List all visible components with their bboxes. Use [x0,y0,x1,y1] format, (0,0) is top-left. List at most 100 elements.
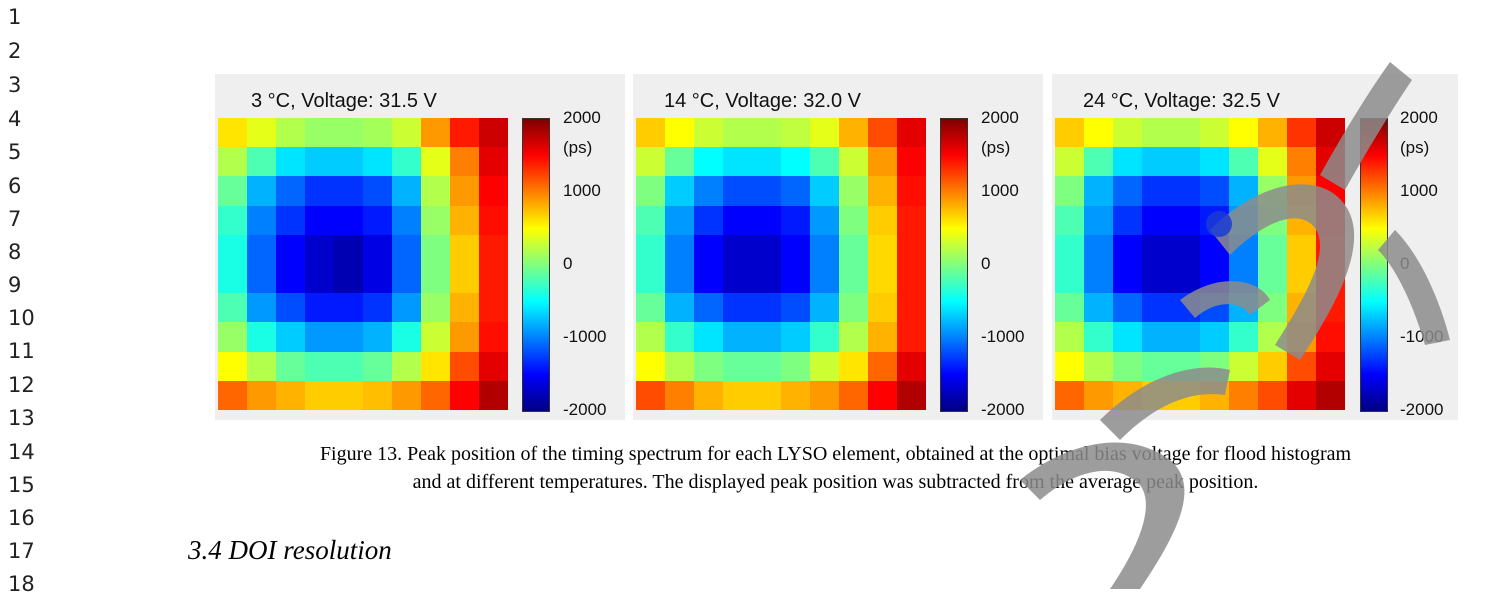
heatmap-cell [1055,380,1084,410]
heatmap-cell [1142,322,1171,352]
line-number: 15 [8,473,35,497]
heatmap-cell [1287,176,1316,206]
heatmap-cell [479,293,508,323]
heatmap-cell [421,147,450,177]
heatmap-cell [247,293,276,323]
heatmap-cell [781,293,810,323]
heatmap-cell [1142,118,1171,148]
heatmap-cell [392,234,421,264]
colorbar-tick-label: 0 [563,254,573,273]
heatmap-cell [218,351,247,381]
heatmap-cell [1055,264,1084,294]
heatmap-cell [392,205,421,235]
heatmap-cell [218,147,247,177]
heatmap-cell [665,118,694,148]
heatmap-cell [218,264,247,294]
heatmap-cell [1287,351,1316,381]
heatmap-cell [694,147,723,177]
heatmap-cell [1084,147,1113,177]
heatmap-cell [810,322,839,352]
heatmap-cell [1142,234,1171,264]
colorbar-unit-label: (ps) [981,138,1011,157]
heatmap-cell [450,322,479,352]
heatmap-cell [1171,351,1200,381]
heatmap-cell [305,293,334,323]
heatmap-cell [1113,176,1142,206]
heatmap-cell [868,176,897,206]
heatmap-cell [752,380,781,410]
colorbar-tick-label: 0 [981,254,991,273]
line-number: 9 [8,273,22,297]
heatmap-cell [421,351,450,381]
heatmap-cell [1084,293,1113,323]
heatmap-cell [1316,351,1345,381]
heatmap-cell [247,264,276,294]
heatmap-cell [752,264,781,294]
heatmap-cell [1316,264,1345,294]
heatmap-cell [1084,118,1113,148]
figure-panel-1: 3 °C, Voltage: 31.5 V 2000 (ps) 1000 0 -… [215,74,625,420]
heatmap-cell [1084,322,1113,352]
heatmap-cell [1113,205,1142,235]
heatmap-cell [450,205,479,235]
heatmap-cell [1258,118,1287,148]
heatmap-cell [1258,380,1287,410]
heatmap-cell [810,293,839,323]
colorbar-tick-label: 2000 [1400,108,1438,127]
heatmap-cell [868,205,897,235]
heatmap-cell [810,264,839,294]
heatmap-cell [1200,147,1229,177]
heatmap-cell [1258,176,1287,206]
heatmap-cell [334,234,363,264]
heatmap-cell [897,380,926,410]
heatmap-cell [1258,264,1287,294]
heatmap-cell [421,176,450,206]
heatmap-cell [897,264,926,294]
heatmap-cell [1113,234,1142,264]
heatmap-cell [450,380,479,410]
heatmap-cell [752,205,781,235]
heatmap-cell [1142,205,1171,235]
heatmap-cell [694,380,723,410]
heatmap-cell [781,380,810,410]
heatmap-cell [1316,293,1345,323]
line-number: 18 [8,572,35,596]
line-number: 10 [8,306,35,330]
heatmap-cell [450,176,479,206]
heatmap-cell [752,176,781,206]
heatmap-cell [276,147,305,177]
heatmap-cell [1113,322,1142,352]
heatmap-cell [665,322,694,352]
heatmap-cell [334,293,363,323]
heatmap-cell [1229,322,1258,352]
heatmap-cell [1258,351,1287,381]
heatmap-cell [479,351,508,381]
heatmap-cell [665,293,694,323]
heatmap-cell [392,293,421,323]
heatmap-cell [363,176,392,206]
heatmap-cell [636,147,665,177]
heatmap-cell [479,205,508,235]
heatmap-cell [839,118,868,148]
heatmap-cell [897,234,926,264]
heatmap-cell [392,264,421,294]
heatmap-cell [1084,176,1113,206]
heatmap-cell [636,176,665,206]
heatmap-cell [839,380,868,410]
heatmap-cell [694,205,723,235]
line-number: 16 [8,506,35,530]
heatmap-cell [1287,380,1316,410]
heatmap-cell [276,322,305,352]
heatmap-cell [752,351,781,381]
heatmap-cell [1200,264,1229,294]
heatmap [636,118,926,410]
heatmap-cell [810,147,839,177]
heatmap-cell [1258,205,1287,235]
heatmap-cell [392,351,421,381]
heatmap-cell [1113,380,1142,410]
heatmap-cell [276,264,305,294]
heatmap-cell [421,322,450,352]
heatmap-cell [868,322,897,352]
heatmap-cell [781,147,810,177]
heatmap-cell [694,351,723,381]
